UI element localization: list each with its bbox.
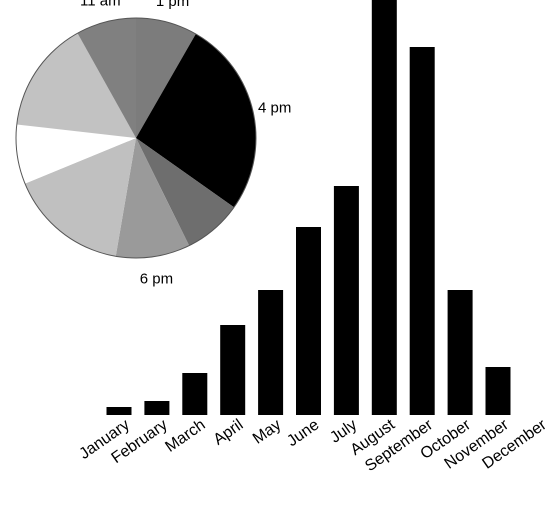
- x-tick-label-march: March: [162, 416, 208, 455]
- pie-slice-6: [16, 33, 136, 138]
- bar-april: [220, 325, 246, 415]
- bar-march: [182, 373, 208, 415]
- bar-august: [371, 0, 397, 415]
- bar-november: [485, 367, 511, 415]
- bar-january: [106, 407, 132, 415]
- bar-july: [333, 186, 359, 415]
- pie-slice-7: [77, 18, 136, 138]
- pie-slice-3: [115, 138, 190, 259]
- pie-label-0: 11 am: [80, 0, 121, 10]
- bar-september: [409, 47, 435, 415]
- pie-slice-1: [136, 33, 257, 208]
- pie-outline: [15, 17, 257, 259]
- pie-slice-5: [16, 124, 136, 184]
- x-tick-label-june: June: [284, 416, 322, 450]
- pie-label-3: 6 pm: [140, 271, 173, 288]
- pie-slice-2: [136, 138, 234, 246]
- bar-february: [144, 401, 170, 415]
- pie-slice-0: [136, 18, 196, 138]
- bar-may: [258, 290, 284, 415]
- x-tick-label-april: April: [211, 416, 247, 448]
- pie-chart: 11 am 1 pm 4 pm 6 pm: [15, 0, 291, 288]
- x-tick-label-may: May: [250, 416, 285, 447]
- pie-slice-4: [24, 138, 137, 257]
- bar-june: [296, 227, 321, 415]
- pie-label-1: 1 pm: [156, 0, 189, 10]
- pie-label-2: 4 pm: [258, 100, 291, 117]
- bar-october: [447, 290, 473, 415]
